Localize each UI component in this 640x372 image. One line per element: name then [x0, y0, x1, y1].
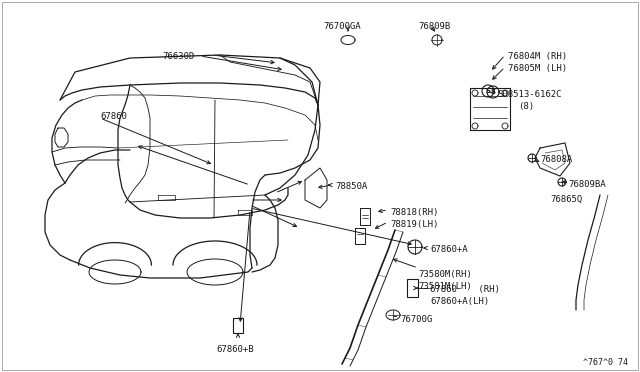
Text: 67860+A: 67860+A: [430, 245, 468, 254]
Bar: [406, 279, 417, 297]
Text: 76809B: 76809B: [418, 22, 451, 31]
Text: 78850A: 78850A: [335, 182, 367, 191]
Text: 76865Q: 76865Q: [550, 195, 582, 204]
Text: 67860+B: 67860+B: [216, 345, 254, 354]
Text: 76809BA: 76809BA: [568, 180, 605, 189]
Text: 73580M(RH): 73580M(RH): [418, 270, 472, 279]
Text: S: S: [490, 89, 495, 95]
Text: 78819(LH): 78819(LH): [390, 220, 438, 229]
Text: 76630D: 76630D: [163, 52, 195, 61]
Text: 73581M(LH): 73581M(LH): [418, 282, 472, 291]
Text: 76808A: 76808A: [540, 155, 572, 164]
Bar: [233, 317, 243, 333]
Text: 67860    (RH): 67860 (RH): [430, 285, 500, 294]
Text: 76700GA: 76700GA: [323, 22, 361, 31]
Text: 78818(RH): 78818(RH): [390, 208, 438, 217]
Text: S08513-6162C: S08513-6162C: [497, 90, 561, 99]
Text: 67860+A(LH): 67860+A(LH): [430, 297, 489, 306]
Text: S: S: [486, 88, 490, 94]
Text: 76805M (LH): 76805M (LH): [508, 64, 567, 73]
Text: 76804M (RH): 76804M (RH): [508, 52, 567, 61]
Text: 67860: 67860: [100, 112, 127, 121]
Text: 76700G: 76700G: [400, 315, 432, 324]
Text: (8): (8): [518, 102, 534, 111]
Text: ^767^0 74: ^767^0 74: [583, 358, 628, 367]
